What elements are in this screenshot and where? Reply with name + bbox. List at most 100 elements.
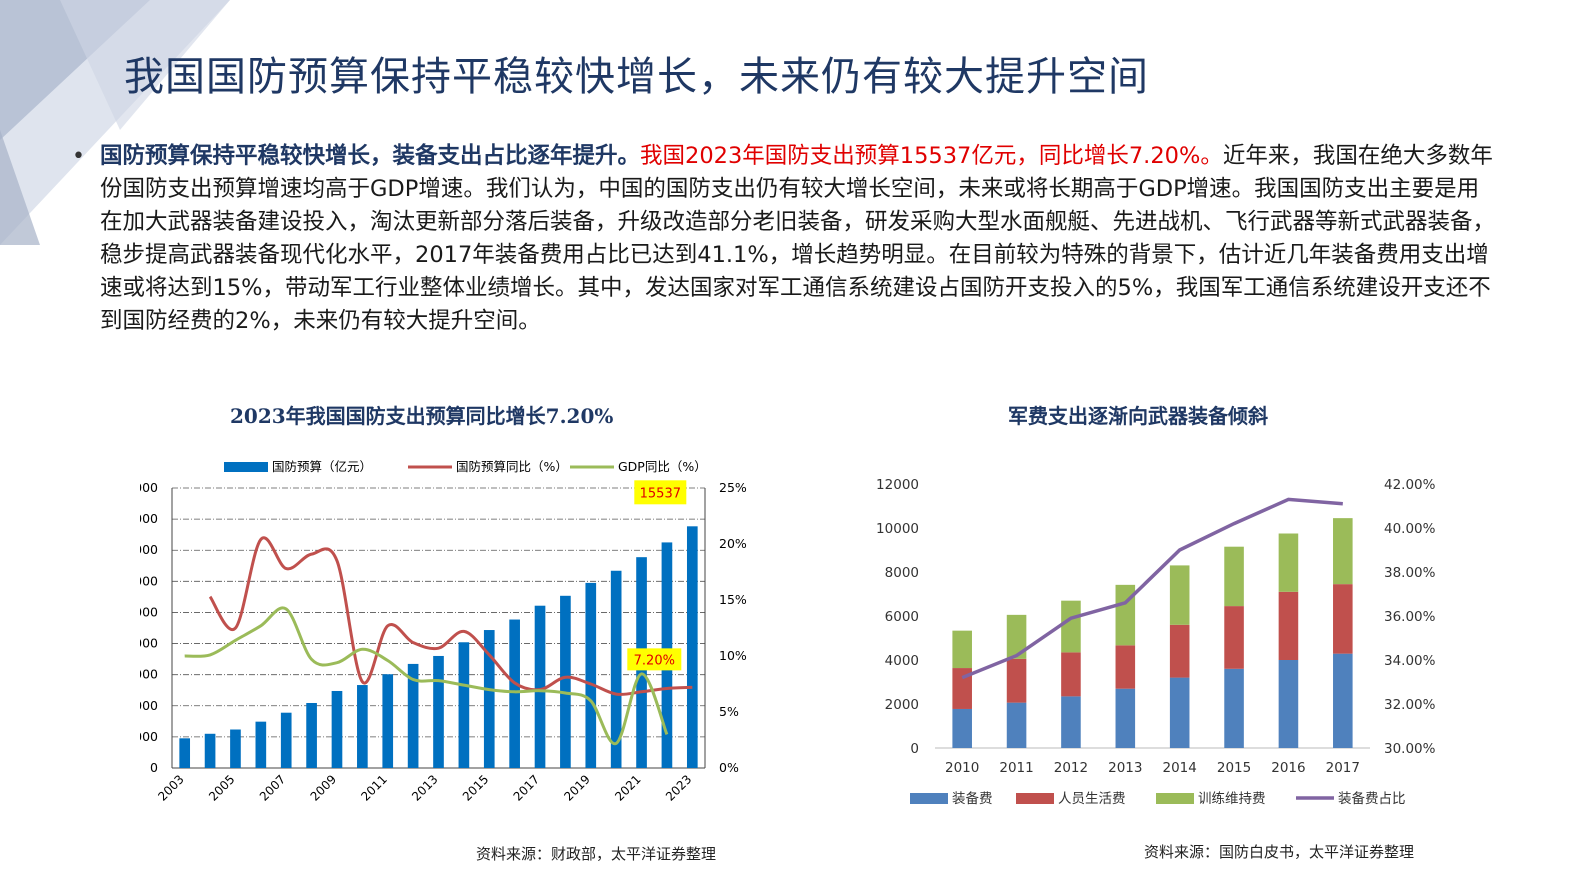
y-left-tick-label: 8000 [140, 636, 158, 651]
line-equipment-share [961, 497, 1343, 680]
y-left-tick-label: 2000 [140, 729, 158, 744]
bar-equipment [1061, 696, 1081, 748]
bar-personnel [1333, 584, 1353, 654]
x-tick-label: 2011 [999, 760, 1033, 776]
x-tick-label: 2015 [460, 772, 491, 803]
expenditure-structure-chart: 0 2000 4000 6000 8000 10000 12000 30.00% 32.00% 3… [876, 477, 1436, 807]
bar-personnel [1278, 591, 1299, 660]
x-tick-label: 2017 [1326, 760, 1360, 776]
annotation-box-growth [627, 648, 682, 671]
y-right-tick-label: 30.00% [1384, 741, 1436, 757]
y-right-tick-label: 15% [719, 592, 747, 607]
x-tick-label: 2017 [511, 772, 542, 803]
chart-left-title: 2023年我国国防支出预算同比增长7.20% [230, 404, 614, 428]
legend-swatch-equipment [910, 793, 948, 804]
y-left-tick-label: 16000 [140, 511, 158, 526]
bar-defense-budget [179, 738, 191, 768]
y-right-tick-label: 40.00% [1384, 521, 1436, 537]
legend-label-equipment: 装备费 [952, 790, 993, 807]
bar-training [1006, 614, 1027, 659]
legend-label-gdp-yoy: GDP同比（%） [618, 459, 707, 474]
x-tick-label: 2016 [1271, 760, 1305, 776]
legend-swatch-training [1156, 793, 1194, 804]
y-right-tick-label: 32.00% [1384, 697, 1436, 713]
bar-defense-budget [230, 729, 241, 768]
bar-defense-budget [483, 630, 495, 768]
y-left-tick-label: 10000 [140, 604, 158, 619]
bullet-dot: • [72, 144, 85, 169]
x-tick-label: 2013 [1108, 760, 1142, 776]
x-tick-label: 2010 [945, 760, 979, 776]
page-title: 我国国防预算保持平稳较快增长，未来仍有较大提升空间 [124, 54, 1149, 100]
corner-decoration [0, 0, 230, 245]
bar-defense-budget [458, 642, 470, 768]
bar-defense-budget [534, 605, 546, 768]
line-gdp-yoy [184, 606, 669, 745]
bar-training [1224, 546, 1244, 607]
x-tick-label: 2009 [308, 772, 339, 803]
annotation-budget-value: 15537 [640, 486, 681, 501]
bar-equipment [1006, 702, 1027, 748]
bar-training [1333, 518, 1353, 585]
x-tick-label: 2015 [1217, 760, 1251, 776]
bar-personnel [1224, 606, 1244, 669]
annotation-growth-value: 7.20% [634, 653, 675, 668]
bar-equipment [1333, 653, 1353, 748]
x-tick-label: 2007 [257, 772, 288, 803]
y-left-tick-label: 12000 [140, 573, 158, 588]
y-right-tick-label: 42.00% [1384, 477, 1436, 493]
legend-label-training: 训练维持费 [1198, 791, 1266, 807]
bar-defense-budget [560, 595, 571, 768]
y-right-tick-label: 25% [719, 480, 747, 495]
bar-training [1169, 565, 1190, 625]
bar-equipment [1278, 660, 1299, 748]
defense-budget-chart: 0 2000 4000 6000 8000 10000 12000 14000 16000 180… [140, 459, 747, 804]
y-left-tick-label: 4000 [140, 698, 158, 713]
y-left-tick-label: 6000 [885, 609, 919, 625]
x-tick-label: 2005 [206, 772, 237, 803]
bar-defense-budget [433, 655, 444, 768]
bar-defense-budget [306, 702, 317, 768]
x-tick-label: 2011 [358, 772, 389, 803]
y-left-tick-label: 12000 [876, 477, 919, 493]
source-right: 资料来源：国防白皮书，太平洋证券整理 [1144, 843, 1415, 861]
bar-defense-budget [357, 685, 368, 768]
legend-swatch-personnel [1016, 793, 1054, 804]
y-left-tick-label: 14000 [140, 542, 158, 557]
y-right-tick-label: 0% [719, 760, 739, 775]
legend-label-budget: 国防预算（亿元） [272, 459, 372, 474]
bar-defense-budget [585, 582, 597, 768]
y-left-tick-label: 4000 [885, 653, 919, 669]
legend-label-share: 装备费占比 [1338, 790, 1406, 807]
y-left-tick-label: 8000 [885, 565, 919, 581]
chart-right-title: 军费支出逐渐向武器装备倾斜 [1008, 404, 1268, 428]
y-left-tick-label: 6000 [140, 667, 158, 682]
bar-personnel [1061, 652, 1081, 697]
legend-swatch-budget [224, 462, 268, 472]
legend-label-budget-yoy: 国防预算同比（%） [456, 459, 568, 474]
y-right-tick-label: 34.00% [1384, 653, 1436, 669]
paragraph-highlight: 我国2023年国防支出预算15537亿元，同比增长7.20%。 [640, 143, 1223, 169]
y-left-tick-label: 2000 [885, 697, 919, 713]
x-tick-label: 2023 [663, 772, 694, 803]
y-left-tick-label: 0 [150, 760, 158, 775]
bar-defense-budget [280, 712, 292, 768]
bar-personnel [952, 668, 972, 709]
bar-personnel [1115, 645, 1136, 689]
y-right-tick-label: 36.00% [1384, 609, 1436, 625]
bar-equipment [1224, 668, 1244, 748]
x-tick-label: 2003 [155, 772, 186, 803]
y-right-tick-label: 10% [719, 648, 747, 663]
summary-paragraph: 国防预算保持平稳较快增长，装备支出占比逐年提升。我国2023年国防支出预算155… [100, 140, 1500, 338]
bar-personnel [1006, 658, 1027, 703]
bar-defense-budget [509, 619, 520, 768]
bar-equipment [952, 708, 972, 748]
x-tick-label: 2021 [612, 772, 643, 803]
y-left-tick-label: 18000 [140, 480, 158, 495]
x-tick-label: 2019 [561, 772, 592, 803]
bar-personnel [1169, 624, 1190, 678]
annotation-box-budget [634, 480, 687, 505]
bar-defense-budget [686, 526, 698, 768]
x-tick-label: 2014 [1163, 760, 1197, 776]
y-left-tick-label: 10000 [876, 521, 919, 537]
